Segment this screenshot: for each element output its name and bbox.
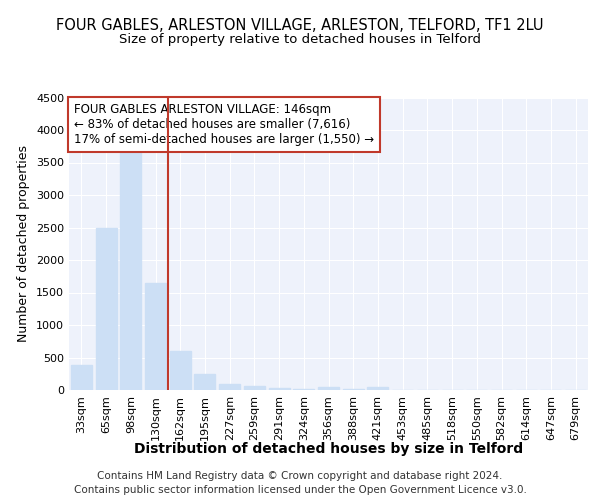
- Bar: [244, 386, 265, 390]
- Bar: [71, 366, 92, 390]
- Text: Contains public sector information licensed under the Open Government Licence v3: Contains public sector information licen…: [74, 485, 526, 495]
- Text: Size of property relative to detached houses in Telford: Size of property relative to detached ho…: [119, 32, 481, 46]
- Bar: [318, 387, 339, 390]
- Bar: [120, 146, 141, 390]
- Bar: [194, 374, 215, 390]
- Bar: [293, 389, 314, 390]
- Text: FOUR GABLES ARLESTON VILLAGE: 146sqm
← 83% of detached houses are smaller (7,616: FOUR GABLES ARLESTON VILLAGE: 146sqm ← 8…: [74, 104, 374, 146]
- Bar: [367, 388, 388, 390]
- Text: Contains HM Land Registry data © Crown copyright and database right 2024.: Contains HM Land Registry data © Crown c…: [97, 471, 503, 481]
- Bar: [95, 228, 116, 390]
- Bar: [219, 384, 240, 390]
- Text: Distribution of detached houses by size in Telford: Distribution of detached houses by size …: [134, 442, 523, 456]
- Bar: [170, 351, 191, 390]
- Text: FOUR GABLES, ARLESTON VILLAGE, ARLESTON, TELFORD, TF1 2LU: FOUR GABLES, ARLESTON VILLAGE, ARLESTON,…: [56, 18, 544, 32]
- Bar: [269, 388, 290, 390]
- Bar: [145, 283, 166, 390]
- Y-axis label: Number of detached properties: Number of detached properties: [17, 145, 31, 342]
